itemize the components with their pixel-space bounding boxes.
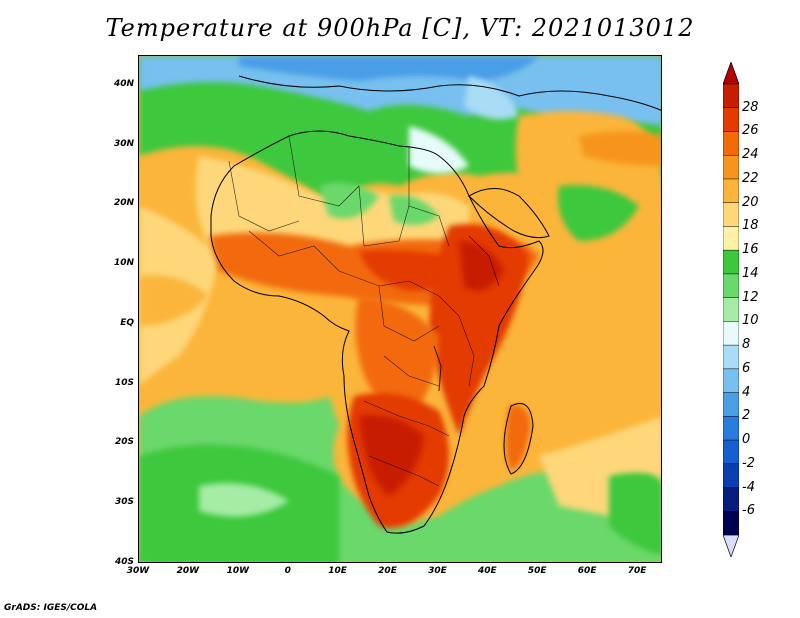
colorbar-segment [723, 416, 739, 441]
colorbar-label: 28 [742, 99, 759, 115]
lon-tick-label: 10E [328, 566, 347, 576]
colorbar-segment [723, 178, 739, 204]
colorbar-segment [723, 83, 739, 109]
colorbar-label: 22 [742, 170, 759, 186]
colorbar-label: 20 [742, 194, 759, 210]
colorbar-label: 16 [742, 242, 759, 258]
colorbar [723, 62, 739, 557]
field-turkey-cool [464, 76, 519, 120]
colorbar-segment [723, 131, 739, 156]
field-east-africa-hot [429, 224, 529, 436]
lon-tick-label: 60E [577, 566, 597, 576]
field-south-light [199, 483, 289, 517]
field-kalahari-very-hot [359, 415, 424, 496]
field-se-green [609, 472, 661, 556]
lat-tick-label: 20N [113, 198, 134, 209]
europe-coastline [238, 75, 661, 111]
lat-tick-label: 30N [113, 138, 134, 149]
field-egypt-pale [409, 126, 469, 174]
arabia-coastline [468, 188, 550, 239]
colorbar-segment [723, 321, 739, 346]
field-congo-warm [355, 296, 439, 409]
chart-title: Temperature at 900hPa [C], VT: 202101301… [105, 14, 695, 42]
lon-tick-label: 20W [176, 566, 200, 576]
field-arabia-green [558, 185, 639, 241]
colorbar-segment [723, 487, 739, 513]
colorbar-segment [723, 439, 739, 465]
field-madagascar [505, 405, 531, 471]
field-sahara-green [319, 182, 379, 219]
colorbar-label: 18 [742, 218, 759, 234]
colorbar-segment [723, 226, 739, 251]
lon-tick-label: 40E [477, 566, 497, 576]
field-europe-deep-blue [239, 56, 539, 81]
colorbar-segment [723, 344, 739, 370]
colorbar-top-arrow [723, 62, 739, 85]
field-sahel-green [389, 195, 439, 225]
lon-tick-label: 50E [527, 566, 547, 576]
lon-tick-label: 0 [284, 566, 291, 576]
coastlines [210, 75, 661, 534]
colorbar-label: 10 [742, 313, 759, 329]
lon-tick-label: 20E [378, 566, 397, 576]
lat-tick-label: 10S [114, 377, 134, 388]
lat-tick-label: 10N [113, 258, 134, 269]
lat-tick-label: 40N [113, 78, 134, 89]
lat-tick-label: 40S [114, 557, 134, 567]
colorbar-segment [723, 154, 739, 180]
colorbar-label: -4 [742, 479, 755, 495]
lon-tick-label: 70E [627, 566, 647, 576]
field-iran-orange [579, 131, 661, 166]
colorbar-label: 14 [742, 265, 759, 281]
colorbar-bottom-arrow [723, 534, 739, 557]
colorbar-segment [723, 107, 739, 133]
colorbar-label: 0 [742, 432, 751, 448]
colorbar-label: 8 [742, 337, 751, 353]
temperature-map [138, 55, 662, 563]
colorbar-segment [723, 273, 739, 299]
colorbar-label: 2 [742, 408, 751, 424]
colorbar-segment [723, 392, 739, 418]
lat-tick-label: EQ [120, 317, 134, 328]
colorbar-segment [723, 463, 739, 489]
colorbar-label: -6 [742, 503, 755, 519]
colorbar-segment [723, 249, 739, 275]
colorbar-label: 4 [742, 384, 751, 400]
map-canvas [139, 56, 661, 562]
field-ethiopia-very-hot [459, 241, 504, 291]
colorbar-label: 24 [742, 147, 759, 163]
colorbar-segment [723, 368, 739, 394]
colorbar-label: 26 [742, 123, 759, 139]
colorbar-label: 6 [742, 360, 751, 376]
lon-tick-label: 10W [226, 566, 250, 576]
madagascar-coastline [503, 403, 534, 475]
colorbar-label: -2 [742, 455, 755, 471]
lat-tick-label: 20S [114, 437, 134, 448]
lon-tick-label: 30W [126, 566, 150, 576]
lat-tick-label: 30S [114, 497, 134, 508]
credit-text: GrADS: IGES/COLA [4, 603, 98, 613]
lon-tick-label: 30E [428, 566, 447, 576]
country-borders [228, 135, 500, 487]
africa-coastline [210, 130, 544, 534]
colorbar-segment [723, 202, 739, 228]
colorbar-label: 12 [742, 289, 759, 305]
colorbar-segment [723, 511, 739, 536]
field-atlantic-orange [139, 275, 209, 326]
colorbar-segment [723, 297, 739, 323]
